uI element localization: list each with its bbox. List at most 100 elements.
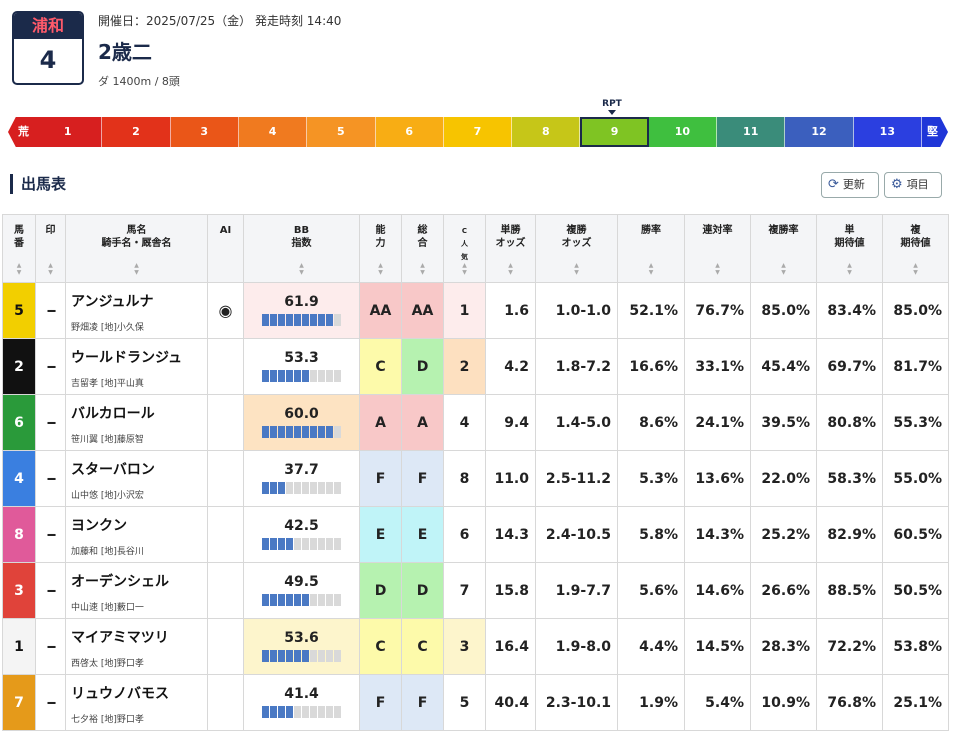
- horse-name[interactable]: アンジュルナ: [71, 294, 154, 310]
- table-row[interactable]: 6 -- バルカロール 笹川翼 [地]藤原智 60.0 A A 4 9.4 1.4-5.0 8.6%…: [2, 394, 949, 451]
- horse-cell[interactable]: リュウノバモス 七夕裕 [地]野口孝: [65, 674, 208, 731]
- overall-grade: F: [401, 450, 444, 507]
- ai-cell: [207, 618, 244, 675]
- sort-icon[interactable]: ▲ ▼: [574, 262, 579, 276]
- horse-number: 1: [2, 618, 36, 675]
- col-bb[interactable]: BB 指数 ▲ ▼: [243, 214, 360, 283]
- overall-grade: C: [401, 618, 444, 675]
- col-ability[interactable]: 能力 ▲ ▼: [359, 214, 402, 283]
- c-popularity: 6: [443, 506, 486, 563]
- col-quinella-rate[interactable]: 連対率 ▲ ▼: [684, 214, 751, 283]
- col-umaban[interactable]: 馬番 ▲ ▼: [2, 214, 36, 283]
- mark-cell[interactable]: --: [35, 562, 66, 619]
- sort-icon[interactable]: ▲ ▼: [847, 262, 852, 276]
- rpt-marker-icon: [608, 110, 616, 115]
- scale-segment-3: 3: [170, 117, 239, 147]
- mark-cell[interactable]: --: [35, 394, 66, 451]
- bb-index-value: 61.9: [284, 294, 319, 310]
- horse-name[interactable]: オーデンシェル: [71, 574, 169, 590]
- bb-bar-segment: [269, 594, 277, 606]
- table-row[interactable]: 3 -- オーデンシェル 中山速 [地]藪口一 49.5 D D 7 15.8 1.9-7.7 5.…: [2, 562, 949, 619]
- col-horse[interactable]: 馬名 騎手名・厩舎名 ▲ ▼: [65, 214, 208, 283]
- overall-grade: D: [401, 338, 444, 395]
- mark-cell[interactable]: --: [35, 282, 66, 339]
- horse-cell[interactable]: ウールドランジュ 吉留孝 [地]平山真: [65, 338, 208, 395]
- sort-icon[interactable]: ▲ ▼: [648, 262, 654, 276]
- ai-pick-icon: ◉: [218, 301, 233, 320]
- sort-icon[interactable]: ▲ ▼: [508, 262, 513, 276]
- col-place-ev[interactable]: 複期待値 ▲ ▼: [882, 214, 949, 283]
- place-rate: 26.6%: [750, 562, 817, 619]
- col-overall[interactable]: 総合 ▲ ▼: [401, 214, 444, 283]
- scale-segment-2: 2: [102, 117, 171, 147]
- horse-name[interactable]: マイアミマツリ: [71, 630, 169, 646]
- table-row[interactable]: 8 -- ヨンクン 加藤和 [地]長谷川 42.5 E E 6 14.3 2.4-10.5 5.8%…: [2, 506, 949, 563]
- horse-cell[interactable]: マイアミマツリ 西啓太 [地]野口孝: [65, 618, 208, 675]
- race-number: 4: [39, 46, 57, 74]
- bb-bar-segment: [301, 426, 310, 438]
- horse-name[interactable]: バルカロール: [71, 406, 155, 422]
- mark-cell[interactable]: --: [35, 506, 66, 563]
- mark-cell[interactable]: --: [35, 674, 66, 731]
- ai-cell: [207, 394, 244, 451]
- col-mark[interactable]: 印 ▲ ▼: [35, 214, 66, 283]
- sort-icon[interactable]: ▲ ▼: [134, 262, 139, 276]
- bb-bar-segment: [285, 594, 293, 606]
- col-place-odds[interactable]: 複勝 オッズ ▲ ▼: [535, 214, 618, 283]
- bb-bar-segment: [334, 482, 342, 494]
- sort-icon[interactable]: ▲ ▼: [16, 262, 22, 276]
- mark-cell[interactable]: --: [35, 618, 66, 675]
- bb-bar-segment: [310, 650, 318, 662]
- ai-cell: [207, 674, 244, 731]
- horse-cell[interactable]: アンジュルナ 野畑凌 [地]小久保: [65, 282, 208, 339]
- horse-number: 6: [2, 394, 36, 451]
- horse-name[interactable]: リュウノバモス: [71, 686, 169, 702]
- bb-index-cell: 42.5: [243, 506, 360, 563]
- horse-cell[interactable]: スターバロン 山中悠 [地]小沢宏: [65, 450, 208, 507]
- horse-name[interactable]: スターバロン: [71, 462, 155, 478]
- bb-bar-segment: [334, 594, 342, 606]
- horse-name[interactable]: ウールドランジュ: [71, 350, 183, 366]
- table-row[interactable]: 1 -- マイアミマツリ 西啓太 [地]野口孝 53.6 C C 3 16.4 1.9-8.0 4.…: [2, 618, 949, 675]
- col-win-odds[interactable]: 単勝 オッズ ▲ ▼: [485, 214, 536, 283]
- horse-cell[interactable]: ヨンクン 加藤和 [地]長谷川: [65, 506, 208, 563]
- table-row[interactable]: 7 -- リュウノバモス 七夕裕 [地]野口孝 41.4 F F 5 40.4 2.3-10.1 1…: [2, 674, 949, 731]
- bb-bar-segment: [334, 650, 342, 662]
- bb-bar-segment: [301, 314, 310, 326]
- sort-icon[interactable]: ▲ ▼: [420, 262, 425, 276]
- win-expected-value: 58.3%: [816, 450, 883, 507]
- horse-name[interactable]: ヨンクン: [71, 518, 127, 534]
- sort-icon[interactable]: ▲ ▼: [715, 262, 720, 276]
- bb-index-bar: [261, 314, 342, 326]
- sort-icon[interactable]: ▲ ▼: [781, 262, 786, 276]
- sort-icon[interactable]: ▲ ▼: [299, 262, 304, 276]
- col-win-ev[interactable]: 単期待値 ▲ ▼: [816, 214, 883, 283]
- sort-icon[interactable]: ▲ ▼: [913, 262, 918, 276]
- scale-right-label: 堅: [927, 125, 938, 138]
- bb-index-bar: [261, 594, 342, 606]
- sort-icon[interactable]: ▲ ▼: [462, 262, 467, 276]
- table-row[interactable]: 4 -- スターバロン 山中悠 [地]小沢宏 37.7 F F 8 11.0 2.5-11.2 5.…: [2, 450, 949, 507]
- mark-cell[interactable]: --: [35, 338, 66, 395]
- items-button[interactable]: ⚙ 項目: [884, 172, 942, 198]
- col-place-rate[interactable]: 複勝率 ▲ ▼: [750, 214, 817, 283]
- place-rate: 85.0%: [750, 282, 817, 339]
- horse-cell[interactable]: オーデンシェル 中山速 [地]藪口一: [65, 562, 208, 619]
- col-cpop[interactable]: C 人気 ▲ ▼: [443, 214, 486, 283]
- bb-bar-segment: [261, 426, 269, 438]
- refresh-button[interactable]: ⟳ 更新: [821, 172, 879, 198]
- horse-cell[interactable]: バルカロール 笹川翼 [地]藤原智: [65, 394, 208, 451]
- bb-index-value: 42.5: [284, 518, 319, 534]
- col-win-rate[interactable]: 勝率 ▲ ▼: [617, 214, 685, 283]
- sort-icon[interactable]: ▲ ▼: [378, 262, 383, 276]
- race-conditions: ダ 1400m / 8頭: [98, 75, 180, 88]
- sort-icon[interactable]: ▲ ▼: [48, 262, 53, 276]
- bb-bar-segment: [310, 538, 318, 550]
- scale-right-end: 堅: [922, 117, 948, 147]
- scale-segment-11: 11: [717, 117, 786, 147]
- table-row[interactable]: 5 -- アンジュルナ 野畑凌 [地]小久保 ◉ 61.9 AA AA 1 1.6 1.0-1.0 5…: [2, 282, 949, 339]
- table-row[interactable]: 2 -- ウールドランジュ 吉留孝 [地]平山真 53.3 C D 2 4.2 1.8-7.2 16…: [2, 338, 949, 395]
- quinella-rate: 24.1%: [684, 394, 751, 451]
- mark-cell[interactable]: --: [35, 450, 66, 507]
- win-rate: 5.8%: [617, 506, 685, 563]
